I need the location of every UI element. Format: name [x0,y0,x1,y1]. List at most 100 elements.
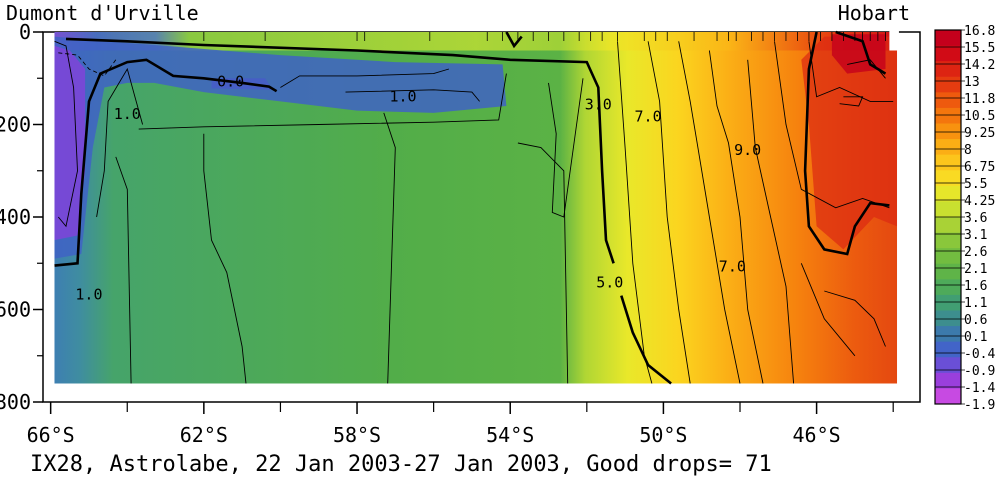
colorbar-label: 9.25 [964,126,995,141]
contour-line-major [803,31,890,256]
contour-line [678,41,741,384]
contour-label: 1.0 [114,105,141,123]
colorbar-segment [935,372,961,389]
contour-line [138,73,507,130]
colorbar-label: 0.6 [964,313,987,328]
colorbar-segment [935,217,961,234]
colorbar-label: 13 [964,75,980,90]
contour-label: 0.0 [217,73,244,91]
contour-label: 5.0 [596,273,623,291]
colorbar-segment [935,123,961,140]
contour-line-major [54,58,278,267]
colorbar-label: 8 [964,143,972,158]
contour-line [280,68,450,88]
contour-line [824,290,886,347]
colorbar-label: 16.8 [964,24,995,39]
colorbar-label: 2.6 [964,245,987,260]
x-axis: 66°S 62°S 58°S 54°S 50°S 46°S [27,402,894,447]
contour-label: 7.0 [635,108,662,126]
colorbar-segment [935,232,961,249]
end-location-label: Hobart [838,1,910,25]
contour-label: 3.0 [585,96,612,114]
contour-line [96,67,144,218]
contour-label: 1.0 [389,87,416,105]
colorbar-segment [935,201,961,218]
colorbar-segment [935,357,961,374]
contour-line [203,133,247,384]
data-gap [889,29,899,51]
contour-line-negative [58,52,117,77]
x-tick-label: 54°S [486,423,534,447]
contour-label: 7.0 [719,258,746,276]
colorbar-segment [935,326,961,343]
colorbar-segment [935,76,961,93]
colorbar-label: 3.1 [964,228,987,243]
contour-line-major [620,295,672,385]
colorbar-label: 0.1 [964,330,987,345]
x-tick-label: 50°S [639,423,687,447]
colorbar-label: -0.9 [964,364,995,379]
contour-line [548,78,584,218]
contour-line [808,41,894,102]
contour-label: 9.0 [734,141,761,159]
colorbar-label: 14.2 [964,58,995,73]
colorbar-segment [935,248,961,265]
contour-line [345,89,480,102]
colorbar-segment [935,170,961,187]
contour-line [708,50,764,384]
y-axis: 0 200 400 600 800 [0,20,43,414]
colorbar-label: 15.5 [964,41,995,56]
y-tick-label: 800 [0,390,31,414]
contour-line [839,96,864,107]
colorbar-segment [935,61,961,78]
colorbar: 16.8 15.5 14.2 13 11.8 10.5 9.25 8 6.75 5.5 4.25 3.… [934,24,995,413]
colorbar-segment [935,185,961,202]
contour-line-major [505,31,523,49]
contour-line [774,41,890,209]
chart-caption: IX28, Astrolabe, 22 Jan 2003-27 Jan 2003… [30,452,772,477]
colorbar-label: -0.4 [964,347,995,362]
colorbar-label: 4.25 [964,194,995,209]
contour-label: 1.0 [75,285,102,303]
contour-line [383,112,396,384]
colorbar-label: 3.6 [964,211,987,226]
warmest-water-region [831,34,886,74]
colorbar-segment [935,92,961,109]
colorbar-segment [935,294,961,311]
start-location-label: Dumont d'Urville [6,1,199,25]
contour-line [115,156,132,384]
colorbar-label: -1.4 [964,381,995,396]
colorbar-segment [935,310,961,327]
x-tick-label: 58°S [333,423,381,447]
contour-line [747,59,795,384]
warm-water-region [801,36,897,250]
contour-line [800,263,856,357]
colorbar-segment [935,139,961,156]
x-tick-label: 62°S [180,423,228,447]
y-tick-label: 0 [19,20,31,44]
y-tick-label: 600 [0,298,31,322]
colorbar-label: 6.75 [964,160,995,175]
colorbar-label: 1.6 [964,279,987,294]
colorbar-label: 10.5 [964,109,995,124]
contour-line-major [835,30,887,75]
colorbar-label: 2.1 [964,262,987,277]
y-tick-label: 400 [0,205,31,229]
cold-water-region [54,36,507,259]
colorbar-segment [935,107,961,124]
colorbar-segment [935,279,961,296]
x-tick-label: 66°S [27,423,75,447]
colorbar-segment [935,388,961,405]
contour-line-major [65,37,615,264]
plot-area: 0.0 1.0 1.0 1.0 3.0 7.0 9.0 5.0 7.0 [42,29,921,403]
colorbar-segment [935,341,961,358]
coldest-water-region [54,45,86,241]
contour-line [647,41,691,384]
contour-line [847,59,886,79]
colorbar-label: 5.5 [964,177,987,192]
colorbar-label: 1.1 [964,296,987,311]
contour-line [517,142,569,384]
y-tick-label: 200 [0,113,31,137]
colorbar-label: 11.8 [964,92,995,107]
